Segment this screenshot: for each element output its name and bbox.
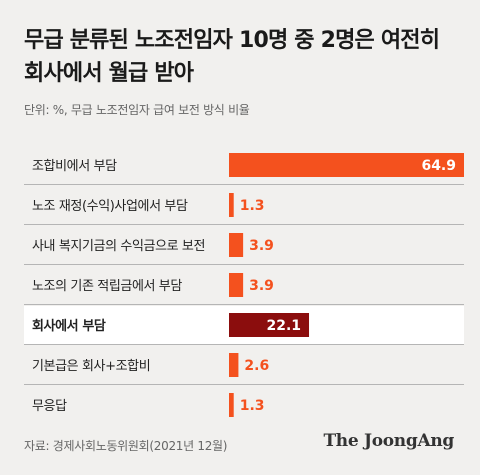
chart-title: 무급 분류된 노조전임자 10명 중 2명은 여전히 회사에서 월급 받아 [24, 28, 440, 86]
value-label: 1.3 [240, 198, 265, 214]
value-label: 64.9 [421, 158, 456, 174]
bar [229, 353, 239, 377]
category-label: 무응답 [32, 399, 67, 414]
publisher-logo: The JoongAng [323, 431, 454, 451]
category-label: 회사에서 부담 [32, 318, 106, 334]
bar [229, 193, 234, 217]
bar [229, 153, 464, 177]
category-label: 노조의 기존 적립금에서 부담 [32, 279, 182, 294]
source-note: 자료: 경제사회노동위원회(2021년 12월) [24, 439, 228, 453]
bar [229, 273, 244, 297]
bar [229, 393, 234, 417]
bar-chart: 조합비에서 부담 64.9 노조 재정(수익)사업에서 부담 1.3 사내 복지기금의 … [24, 153, 464, 417]
value-label: 1.3 [240, 398, 265, 414]
category-label: 노조 재정(수익)사업에서 부담 [32, 199, 188, 214]
value-label: 2.6 [244, 358, 269, 374]
bar [229, 233, 244, 257]
category-label: 사내 복지기금의 수익금으로 보전 [32, 239, 205, 254]
value-label: 22.1 [266, 318, 301, 334]
value-label: 3.9 [249, 278, 274, 294]
bar [229, 313, 310, 337]
category-label: 기본급은 회사+조합비 [32, 359, 150, 374]
category-label: 조합비에서 부담 [32, 159, 117, 174]
value-label: 3.9 [249, 238, 274, 254]
chart-subtitle: 단위: %, 무급 노조전임자 급여 보전 방식 비율 [24, 103, 250, 117]
